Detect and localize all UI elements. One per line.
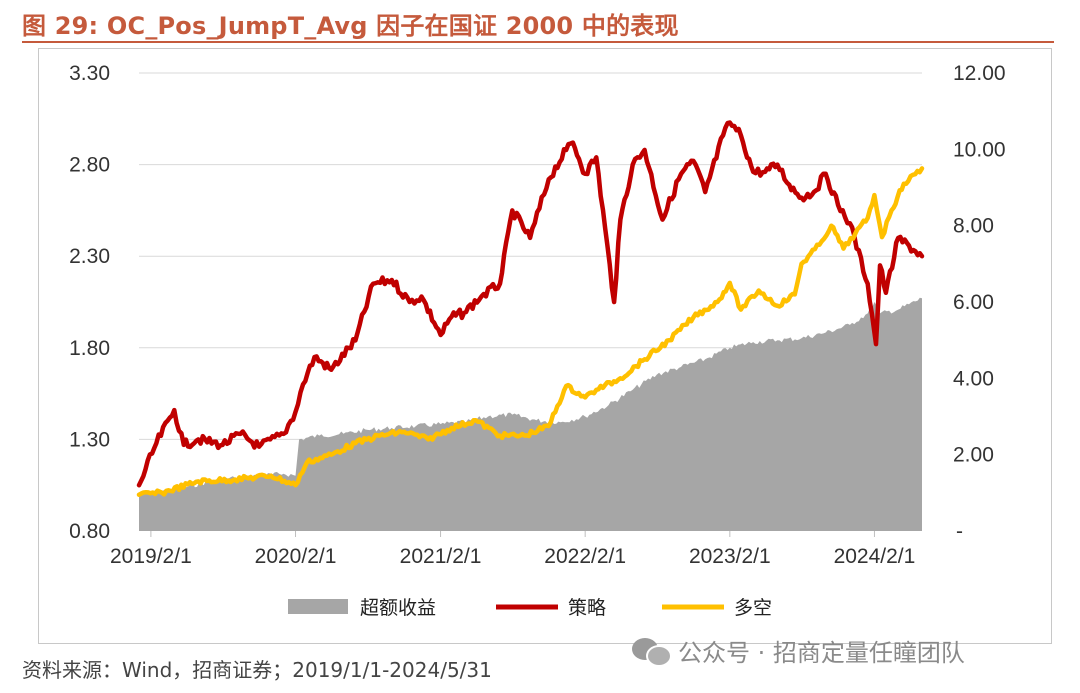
x-axis-tick-label: 2022/2/1 [544,545,626,568]
excess-area-layer [139,297,922,531]
right-axis-tick-label: 8.00 [953,215,994,238]
legend: 超额收益 策略 多空 [288,597,772,619]
watermark-text: 公众号 · 招商定量任瞳团队 [678,639,965,667]
series-lines-layer [136,120,925,497]
left-axis-tick-label: 2.30 [69,245,110,268]
right-axis-tick-label: 10.00 [953,138,1006,161]
series-area-excess [139,297,922,531]
left-axis-tick-label: 3.30 [69,62,110,85]
left-axis-tick-label: 2.80 [69,154,110,177]
right-axis-tick-label: 4.00 [953,367,994,390]
source-note: 资料来源：Wind，招商证券；2019/1/1-2024/5/31 [22,658,492,682]
right-axis-tick-label: 6.00 [953,291,994,314]
x-axis-tick-label: 2020/2/1 [255,545,337,568]
series-line-longshort [136,166,925,497]
right-axis-tick-label: 12.00 [953,62,1006,85]
axes-layer: 0.80 1.30 1.80 2.30 2.80 3.30 - 2.00 4.00 6.00 8.0… [69,62,1005,568]
x-axis-tick-label: 2021/2/1 [400,545,482,568]
wechat-icon [632,636,672,667]
left-axis-tick-label: 1.80 [69,337,110,360]
x-axis-tick-label: 2019/2/1 [110,545,192,568]
title-underline [22,41,1054,43]
legend-swatch-area [288,599,348,614]
x-axis-tick-label: 2023/2/1 [689,545,771,568]
legend-label: 策略 [568,597,606,619]
watermark: 公众号 · 招商定量任瞳团队 [632,633,965,668]
x-axis-tick-label: 2024/2/1 [834,545,916,568]
left-axis-tick-label: 0.80 [69,520,110,543]
left-axis-tick-label: 1.30 [69,428,110,451]
chart-frame [38,48,1052,644]
figure-title: 图 29: OC_Pos_JumpT_Avg 因子在国证 2000 中的表现 [22,12,679,40]
series-line-strategy [136,120,925,488]
legend-label: 超额收益 [360,597,436,619]
legend-label: 多空 [734,597,772,619]
right-axis-tick-label: - [956,520,963,543]
right-axis-tick-label: 2.00 [953,444,994,467]
